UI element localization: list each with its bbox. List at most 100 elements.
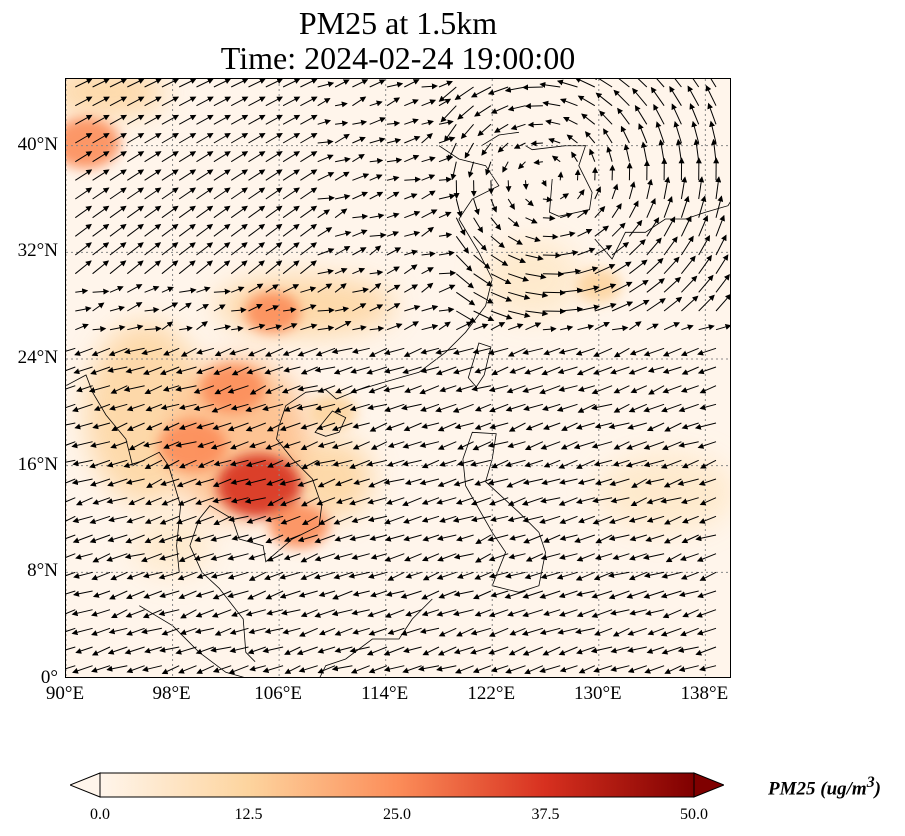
wind-vector	[566, 134, 578, 144]
wind-vector	[452, 366, 474, 375]
wind-vector	[489, 403, 509, 413]
wind-vector	[196, 286, 211, 293]
wind-vector	[267, 497, 284, 506]
wind-vector	[510, 123, 526, 131]
wind-vector	[230, 132, 249, 144]
wind-vector	[317, 307, 335, 314]
wind-vector	[472, 347, 492, 355]
wind-vector	[577, 247, 596, 256]
wind-vector	[161, 169, 179, 181]
wind-vector	[697, 441, 717, 449]
wind-vector	[159, 515, 180, 525]
wind-vector	[487, 478, 509, 486]
wind-vector	[610, 609, 630, 616]
wind-vector	[109, 169, 127, 181]
wind-vector	[227, 422, 249, 432]
wind-vector	[248, 303, 263, 312]
wind-vector	[575, 627, 595, 635]
wind-vector	[404, 478, 422, 486]
wind-vector	[298, 590, 318, 598]
wind-vector	[109, 242, 127, 256]
wind-vector	[93, 403, 111, 412]
wind-vector	[464, 142, 475, 159]
wind-vector	[698, 254, 712, 274]
wind-vector	[507, 497, 526, 506]
wind-vector	[438, 321, 451, 331]
wind-vector	[656, 79, 665, 88]
wind-vector	[369, 174, 383, 181]
wind-vector	[661, 403, 682, 413]
wind-vector	[282, 151, 301, 163]
wind-vector	[404, 304, 421, 312]
wind-vector	[144, 515, 163, 524]
wind-vector	[693, 138, 700, 162]
wind-vector	[421, 282, 434, 293]
wind-vector	[144, 132, 162, 144]
wind-vector	[513, 142, 526, 149]
wind-vector	[698, 176, 705, 200]
wind-vector	[212, 497, 232, 504]
colorbar-tick-label: 25.0	[383, 806, 411, 823]
wind-vector	[489, 422, 509, 430]
wind-vector	[316, 422, 336, 431]
wind-vector	[317, 441, 336, 448]
wind-vector	[421, 590, 440, 600]
wind-vector	[612, 627, 630, 637]
wind-vector	[383, 478, 405, 485]
wind-vector	[109, 187, 127, 200]
wind-vector	[589, 148, 596, 162]
wind-vector	[230, 223, 248, 237]
wind-vector	[474, 478, 492, 486]
wind-vector	[629, 219, 643, 237]
wind-vector	[125, 590, 145, 600]
wind-vector	[368, 385, 388, 394]
wind-vector	[491, 459, 509, 469]
wind-vector	[175, 385, 197, 392]
wind-vector	[556, 79, 578, 88]
wind-vector	[591, 385, 613, 395]
wind-vector	[711, 138, 718, 162]
wind-vector	[647, 366, 665, 373]
wind-vector	[92, 302, 105, 312]
wind-vector	[352, 173, 370, 181]
wind-vector	[196, 422, 215, 430]
wind-vector	[560, 441, 578, 450]
wind-vector	[505, 571, 526, 579]
wind-vector	[213, 96, 232, 107]
wind-vector	[700, 459, 717, 469]
wind-vector	[213, 151, 231, 163]
pm25-map[interactable]	[65, 78, 731, 678]
wind-vector	[178, 205, 196, 219]
lat-tick-label: 24°N	[17, 347, 58, 368]
lon-tick-label: 106°E	[254, 683, 302, 704]
wind-vector	[709, 120, 717, 144]
wind-vector	[352, 422, 370, 429]
wind-vector	[352, 287, 369, 294]
wind-vector	[193, 385, 215, 394]
wind-vector	[179, 627, 197, 635]
wind-vector	[244, 497, 266, 504]
wind-vector	[247, 646, 266, 655]
wind-vector	[315, 347, 336, 357]
wind-vector	[438, 176, 453, 183]
wind-vector	[522, 609, 544, 618]
wind-vector	[178, 553, 197, 562]
wind-vector	[539, 81, 561, 88]
wind-vector	[488, 646, 509, 655]
wind-vector	[213, 169, 231, 181]
wind-vector	[460, 123, 474, 140]
wind-vector	[144, 325, 162, 332]
wind-vector	[540, 180, 547, 187]
wind-vector	[559, 193, 570, 200]
wind-vector	[193, 403, 215, 412]
wind-vector	[109, 151, 127, 163]
wind-vector	[438, 193, 456, 200]
wind-vector	[453, 553, 474, 560]
wind-vector	[92, 260, 110, 275]
wind-vector	[626, 441, 647, 450]
wind-vector	[542, 100, 561, 107]
wind-vector	[383, 385, 405, 393]
wind-vector	[158, 609, 180, 617]
wind-vector	[436, 665, 457, 672]
wind-vector	[507, 515, 526, 523]
